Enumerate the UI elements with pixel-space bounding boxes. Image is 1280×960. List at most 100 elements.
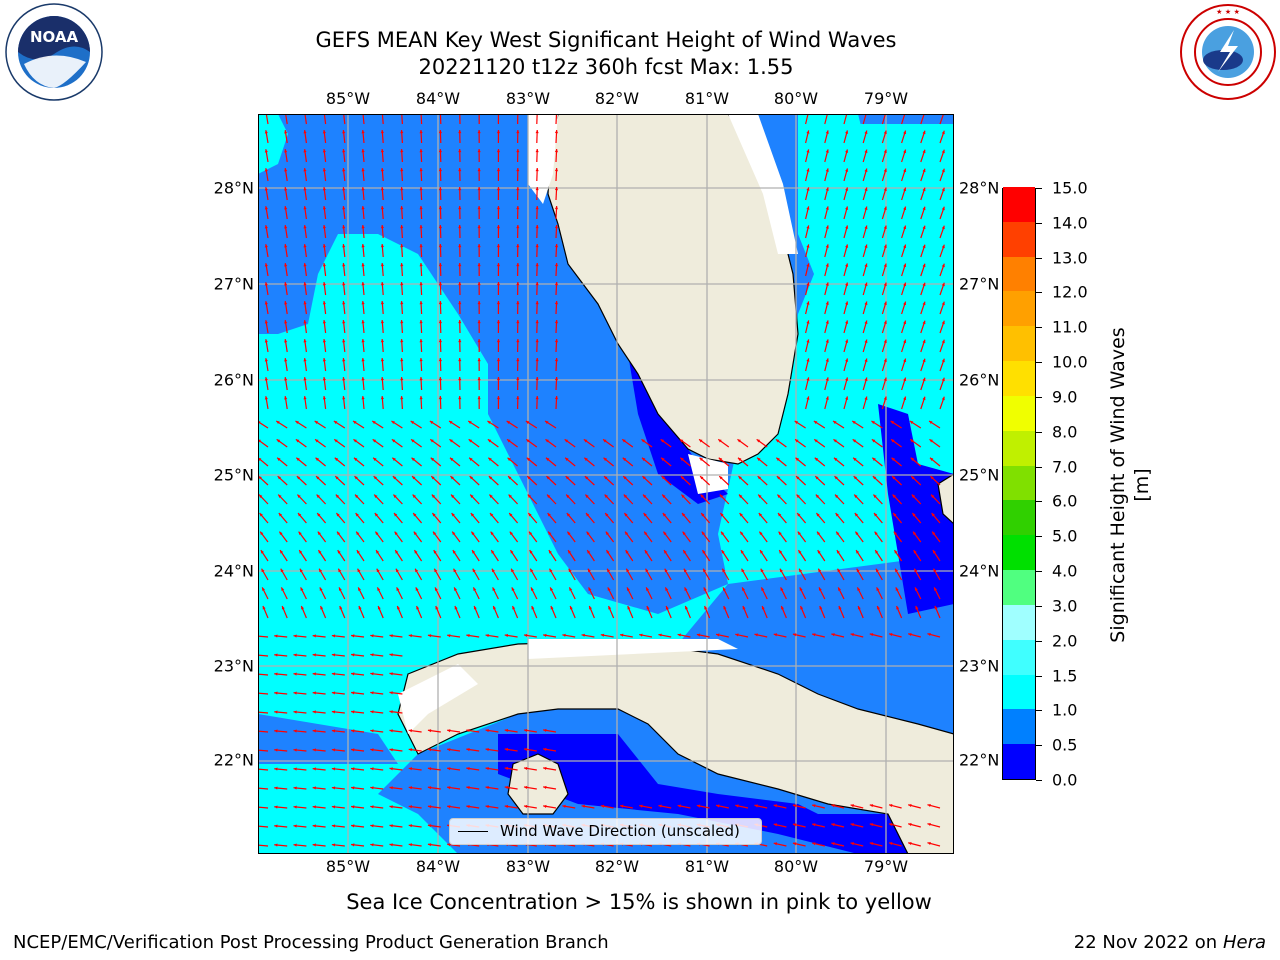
wave-direction-arrowhead	[941, 263, 945, 268]
wave-direction-arrowhead	[696, 633, 701, 637]
wave-direction-arrowhead	[438, 225, 443, 229]
wave-direction-arrowhead	[361, 149, 365, 153]
wave-direction-arrowhead	[719, 476, 723, 480]
wave-direction-arrowhead	[408, 634, 413, 638]
wave-direction-arrowhead	[380, 168, 384, 172]
wave-direction-arrowhead	[554, 320, 559, 324]
wave-direction-arrowhead	[773, 842, 778, 846]
wave-direction-arrowhead	[891, 457, 895, 461]
wave-direction-arrowhead	[798, 550, 802, 554]
wave-direction-arrowhead	[438, 320, 443, 324]
wave-direction-arrowhead	[431, 494, 436, 498]
wave-direction-arrow	[555, 114, 558, 125]
wave-direction-arrowhead	[298, 513, 302, 517]
wave-direction-arrowhead	[312, 691, 316, 695]
wave-direction-arrowhead	[605, 531, 609, 536]
wave-direction-arrowhead	[922, 263, 926, 268]
wave-direction-arrowhead	[933, 568, 937, 573]
wave-direction-arrowhead	[864, 244, 868, 248]
wave-direction-arrowhead	[777, 494, 781, 498]
wave-direction-arrowhead	[871, 439, 876, 443]
wave-direction-arrowhead	[888, 633, 893, 637]
wave-direction-arrowhead	[458, 320, 462, 324]
wave-direction-arrowhead	[358, 587, 362, 591]
wave-direction-arrowhead	[380, 206, 384, 210]
wave-direction-arrowhead	[806, 206, 810, 210]
wave-direction-arrowhead	[264, 377, 268, 381]
wave-direction-arrowhead	[277, 457, 281, 461]
wave-direction-arrowhead	[545, 439, 549, 443]
wave-direction-arrow	[843, 114, 848, 125]
colorbar-tick-mark	[1036, 571, 1042, 573]
wave-direction-arrowhead	[665, 587, 669, 591]
wave-direction-arrowhead	[554, 187, 559, 191]
wind-wave-direction-arrows	[258, 114, 945, 847]
wave-direction-arrowhead	[447, 634, 451, 638]
wave-direction-arrowhead	[796, 494, 800, 498]
wave-direction-arrowhead	[941, 377, 945, 382]
wave-direction-arrowhead	[485, 728, 489, 733]
wave-direction-arrowhead	[410, 421, 415, 425]
wave-direction-arrowhead	[447, 805, 451, 809]
wave-direction-arrowhead	[548, 550, 552, 554]
wave-direction-arrowhead	[681, 494, 685, 498]
wave-direction-arrowhead	[496, 206, 501, 210]
wave-direction-arrowhead	[567, 531, 571, 536]
wave-direction-arrowhead	[496, 339, 501, 343]
wave-direction-arrowhead	[813, 421, 818, 425]
wave-direction-arrowhead	[468, 439, 473, 443]
lon-label-top: 84°W	[415, 89, 461, 108]
wave-height-map[interactable]	[258, 114, 954, 854]
lat-label-right: 26°N	[959, 370, 1000, 390]
colorbar-tick-label: 11.0	[1052, 317, 1088, 337]
colorbar-tick-mark	[1036, 188, 1042, 189]
wave-direction-arrow	[258, 825, 269, 828]
wave-direction-arrowhead	[487, 421, 491, 425]
wave-direction-arrowhead	[492, 587, 496, 591]
wave-direction-arrowhead	[864, 301, 868, 305]
wave-direction-arrowhead	[922, 168, 926, 173]
wave-direction-arrowhead	[438, 339, 443, 343]
wave-direction-arrowhead	[438, 130, 443, 134]
wave-direction-arrowhead	[419, 130, 423, 134]
wave-direction-arrowhead	[427, 767, 432, 771]
wave-direction-arrowhead	[284, 206, 288, 210]
wave-direction-arrowhead	[838, 587, 842, 591]
wave-direction-arrowhead	[358, 606, 362, 610]
wave-direction-arrowhead	[794, 421, 799, 425]
colorbar-tick-label: 0.5	[1052, 735, 1078, 755]
wave-direction-arrowhead	[293, 805, 297, 809]
wave-direction-arrowhead	[895, 568, 899, 573]
wave-direction-arrowhead	[626, 568, 630, 573]
wave-direction-arrowhead	[361, 320, 365, 324]
wave-direction-arrowhead	[722, 587, 726, 591]
wave-direction-arrowhead	[554, 282, 559, 286]
wave-direction-arrowhead	[489, 494, 493, 498]
wave-direction-arrowhead	[485, 747, 489, 752]
wave-direction-arrowhead	[516, 320, 520, 324]
wave-direction-arrowhead	[303, 282, 307, 286]
chart-title: GEFS MEAN Key West Significant Height of…	[315, 28, 897, 52]
wave-direction-arrowhead	[797, 531, 801, 536]
wave-direction-arrowhead	[718, 457, 723, 461]
wave-direction-arrowhead	[458, 168, 462, 172]
wave-direction-arrowhead	[806, 339, 810, 343]
wave-direction-arrowhead	[315, 457, 319, 461]
wave-direction-arrowhead	[477, 301, 481, 305]
wave-direction-arrowhead	[507, 457, 511, 461]
wave-direction-arrowhead	[742, 587, 746, 591]
wave-direction-arrowhead	[545, 457, 550, 461]
wave-direction-arrowhead	[322, 263, 326, 267]
wave-direction-arrowhead	[892, 476, 896, 480]
lon-label-bottom: 84°W	[415, 857, 461, 876]
wave-direction-arrowhead	[854, 494, 858, 498]
colorbar-tick-label: 1.5	[1052, 666, 1078, 686]
wave-direction-arrowhead	[438, 244, 443, 248]
colorbar-tick-label: 7.0	[1052, 457, 1078, 477]
wave-direction-arrowhead	[550, 606, 554, 610]
wave-direction-arrowhead	[380, 339, 384, 343]
wave-direction-arrowhead	[516, 130, 520, 134]
wave-direction-arrowhead	[259, 494, 263, 498]
wave-direction-arrowhead	[535, 149, 539, 153]
wave-direction-arrowhead	[914, 568, 918, 573]
